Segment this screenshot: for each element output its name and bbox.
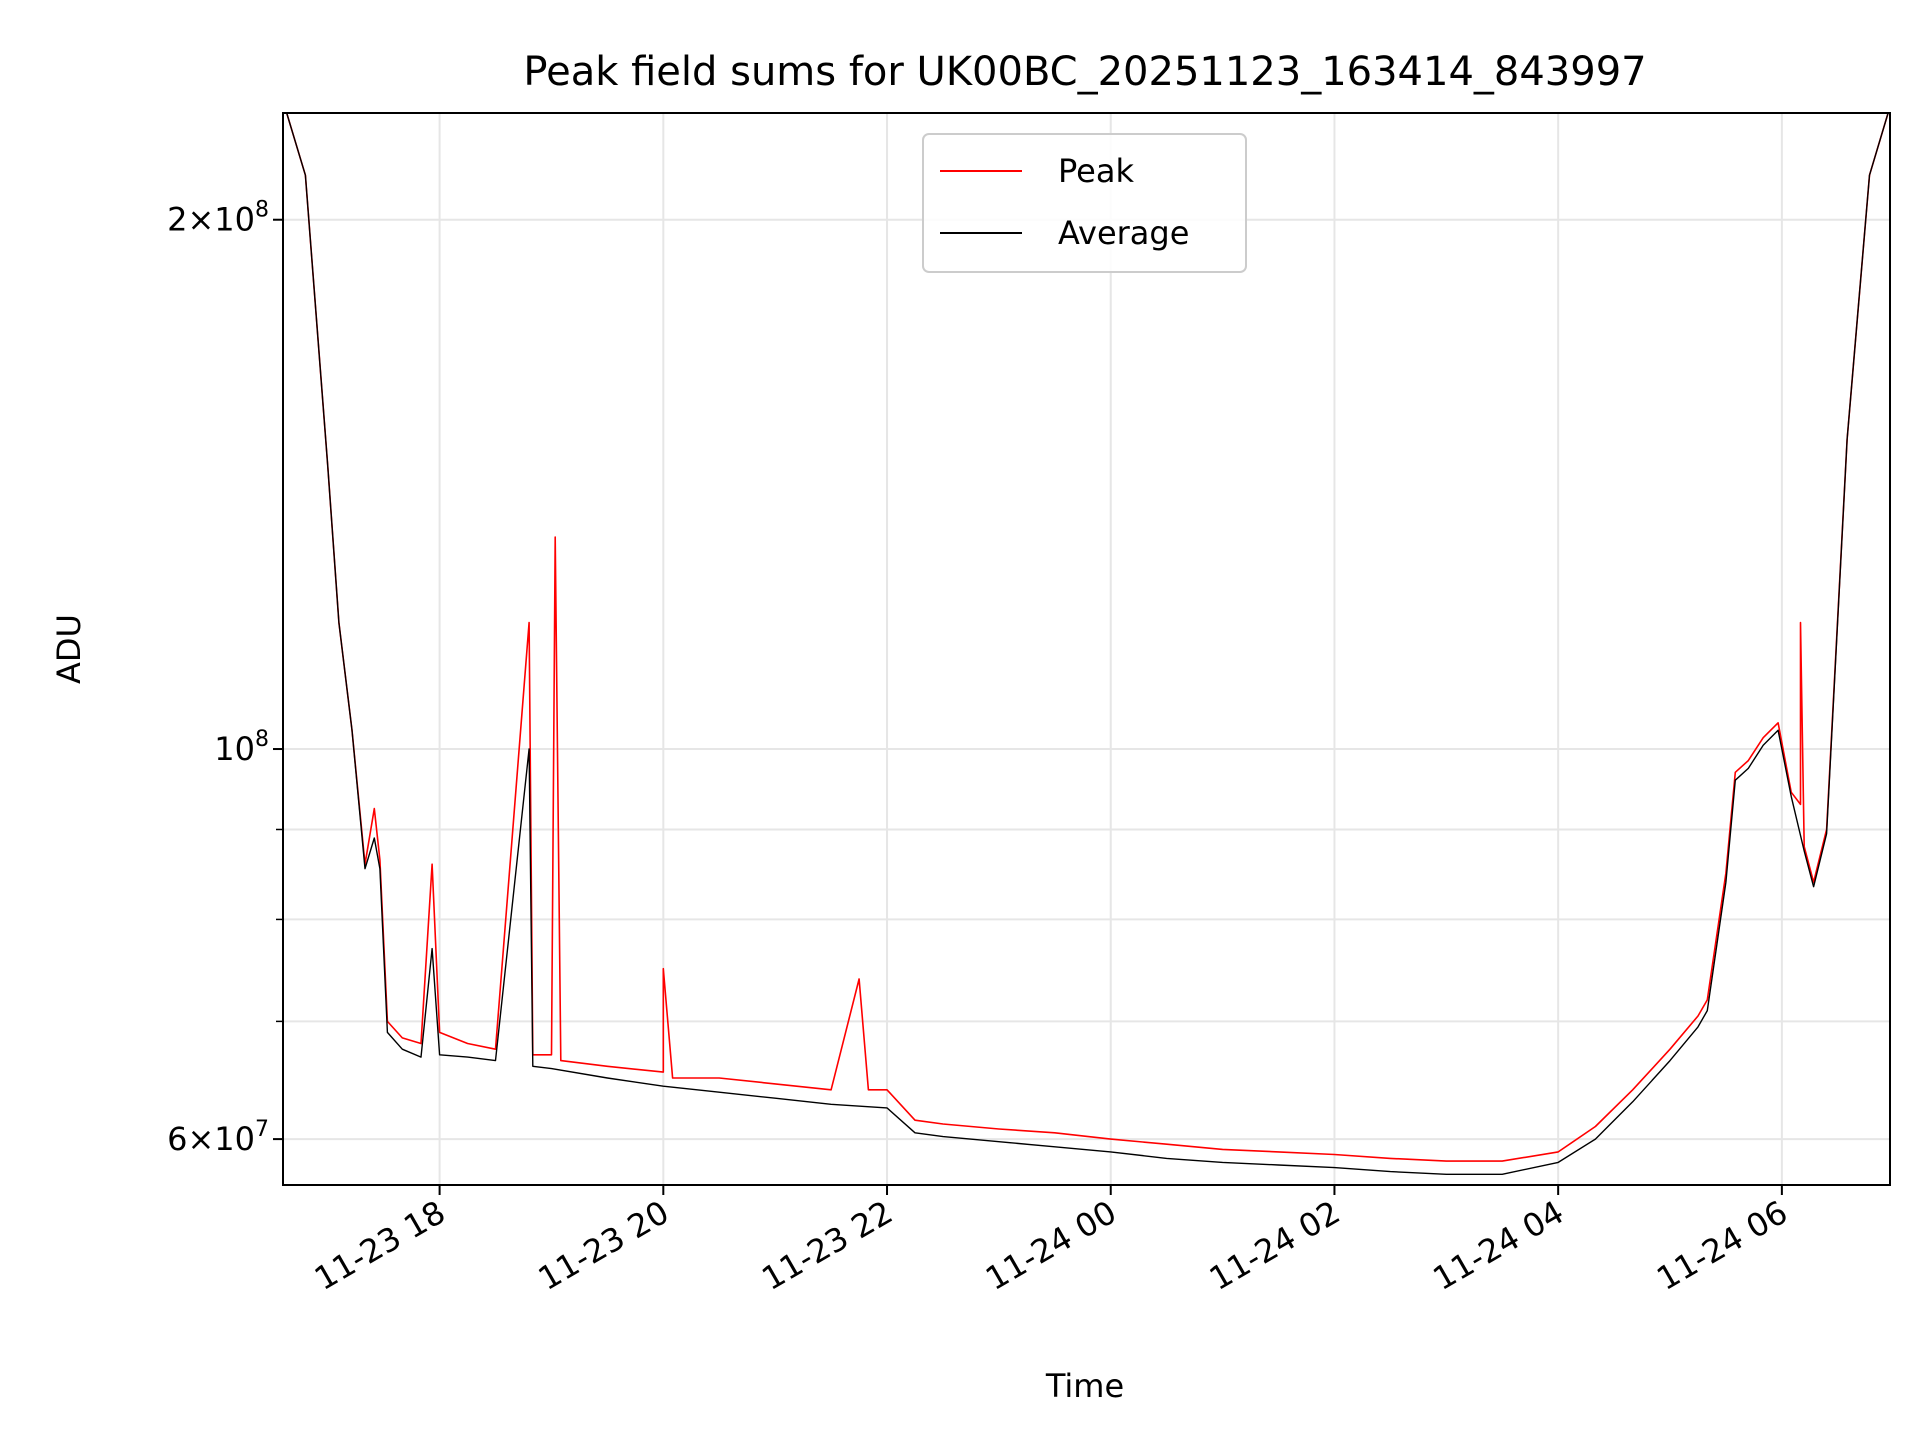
legend: Peak Average: [922, 133, 1247, 273]
legend-label-peak: Peak: [1058, 152, 1134, 190]
series-line-average: [286, 112, 1889, 1176]
series-line-peak: [285, 112, 1889, 1162]
chart-title: Peak field sums for UK00BC_20251123_1634…: [523, 49, 1646, 95]
x-axis-label: Time: [1045, 1367, 1124, 1405]
legend-box: [922, 133, 1247, 273]
series-layer: [285, 112, 1889, 1176]
y-axis-label: ADU: [50, 614, 88, 684]
plot-frame: [282, 112, 1891, 1186]
legend-label-average: Average: [1058, 214, 1189, 252]
y-tick-label: 108: [214, 727, 269, 768]
y-tick-label: 6×107: [167, 1117, 269, 1158]
y-axis-ticks: 6×107 108 2×108: [167, 198, 283, 1158]
y-tick-label: 2×108: [167, 198, 269, 239]
